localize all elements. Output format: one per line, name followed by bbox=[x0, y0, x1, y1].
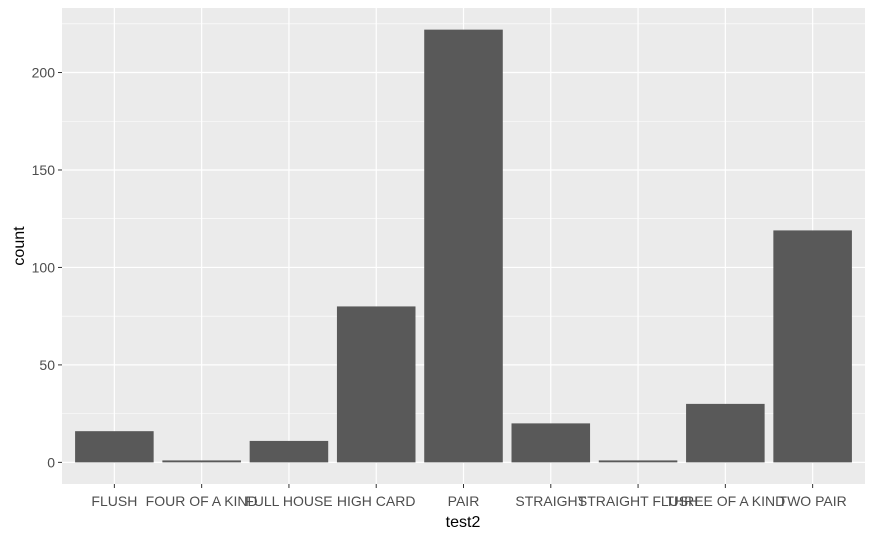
y-tick-label: 150 bbox=[32, 162, 56, 178]
y-axis-ticks: 0 50 100 150 200 bbox=[32, 65, 62, 470]
x-tick-label: PAIR bbox=[448, 493, 480, 509]
x-tick-label: STRAIGHT bbox=[515, 493, 586, 509]
bar bbox=[162, 460, 241, 463]
y-tick-label: 100 bbox=[32, 259, 56, 275]
y-tick-label: 50 bbox=[39, 357, 55, 373]
bar bbox=[336, 306, 416, 463]
x-tick-label: FLUSH bbox=[91, 493, 137, 509]
x-tick-label: STRAIGHT FLUSH bbox=[578, 493, 698, 509]
bar bbox=[511, 423, 591, 463]
x-tick-label: THREE OF A KIND bbox=[665, 493, 785, 509]
x-tick-label: HIGH CARD bbox=[337, 493, 416, 509]
x-tick-label: FOUR OF A KIND bbox=[146, 493, 258, 509]
bar bbox=[249, 440, 329, 463]
x-tick-label: TWO PAIR bbox=[779, 493, 847, 509]
bar bbox=[598, 460, 678, 463]
bar bbox=[686, 403, 765, 463]
bar bbox=[75, 431, 154, 463]
bars bbox=[75, 29, 852, 463]
bar bbox=[424, 29, 503, 463]
y-tick-label: 200 bbox=[32, 65, 56, 81]
y-tick-label: 0 bbox=[47, 454, 55, 470]
y-axis-title: count bbox=[11, 226, 28, 266]
bar bbox=[773, 230, 852, 463]
x-tick-label: FULL HOUSE bbox=[245, 493, 332, 509]
x-axis-title: test2 bbox=[446, 514, 481, 531]
